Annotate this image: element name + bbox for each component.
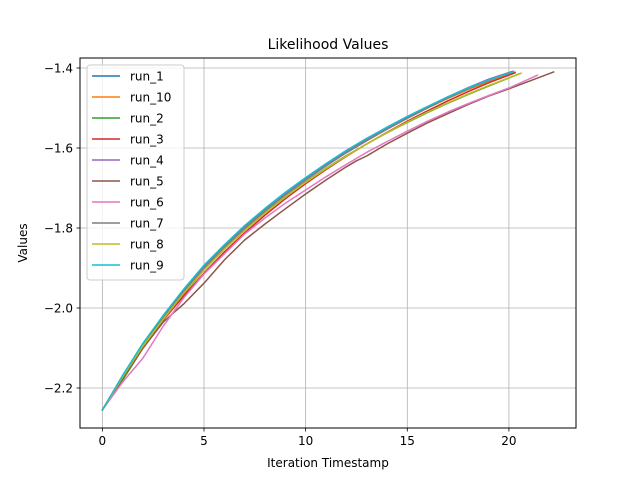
series-line-run-7 [101,71,512,412]
legend-label: run_1 [130,70,164,84]
x-axis-ticks: 0 5 10 15 20 [99,428,517,448]
legend-label: run_7 [130,217,164,231]
series-line-run-6 [101,74,539,412]
legend-label: run_9 [130,259,164,273]
x-tick-label: 10 [298,434,313,448]
y-axis-label: Values [16,223,30,262]
legend-label: run_2 [130,112,164,126]
chart-title: Likelihood Values [268,37,389,53]
plot-lines [101,70,555,412]
legend-label: run_3 [130,133,164,147]
y-axis-ticks: −2.2 −2.0 −1.8 −1.6 −1.4 [44,62,80,396]
x-tick-label: 0 [99,434,107,448]
y-tick-label: −2.2 [44,382,73,396]
y-tick-label: −1.8 [44,222,73,236]
y-tick-label: −1.4 [44,62,73,76]
plot-frame [79,57,577,429]
legend-label: run_10 [130,91,171,105]
legend: run_1 run_10 run_2 run_3 run_4 run_5 run_6 run_… [86,64,185,281]
legend-label: run_6 [130,196,164,210]
legend-label: run_4 [130,154,164,168]
legend-label: run_5 [130,175,164,189]
series-line-run-3 [101,71,516,412]
x-tick-label: 5 [200,434,208,448]
y-tick-label: −2.0 [44,302,73,316]
legend-label: run_8 [130,238,164,252]
x-axis-label: Iteration Timestamp [267,456,389,470]
series-line-run-9 [101,71,514,412]
series-line-run-8 [101,72,523,412]
x-tick-label: 20 [501,434,516,448]
y-tick-label: −1.6 [44,142,73,156]
x-tick-label: 15 [400,434,415,448]
